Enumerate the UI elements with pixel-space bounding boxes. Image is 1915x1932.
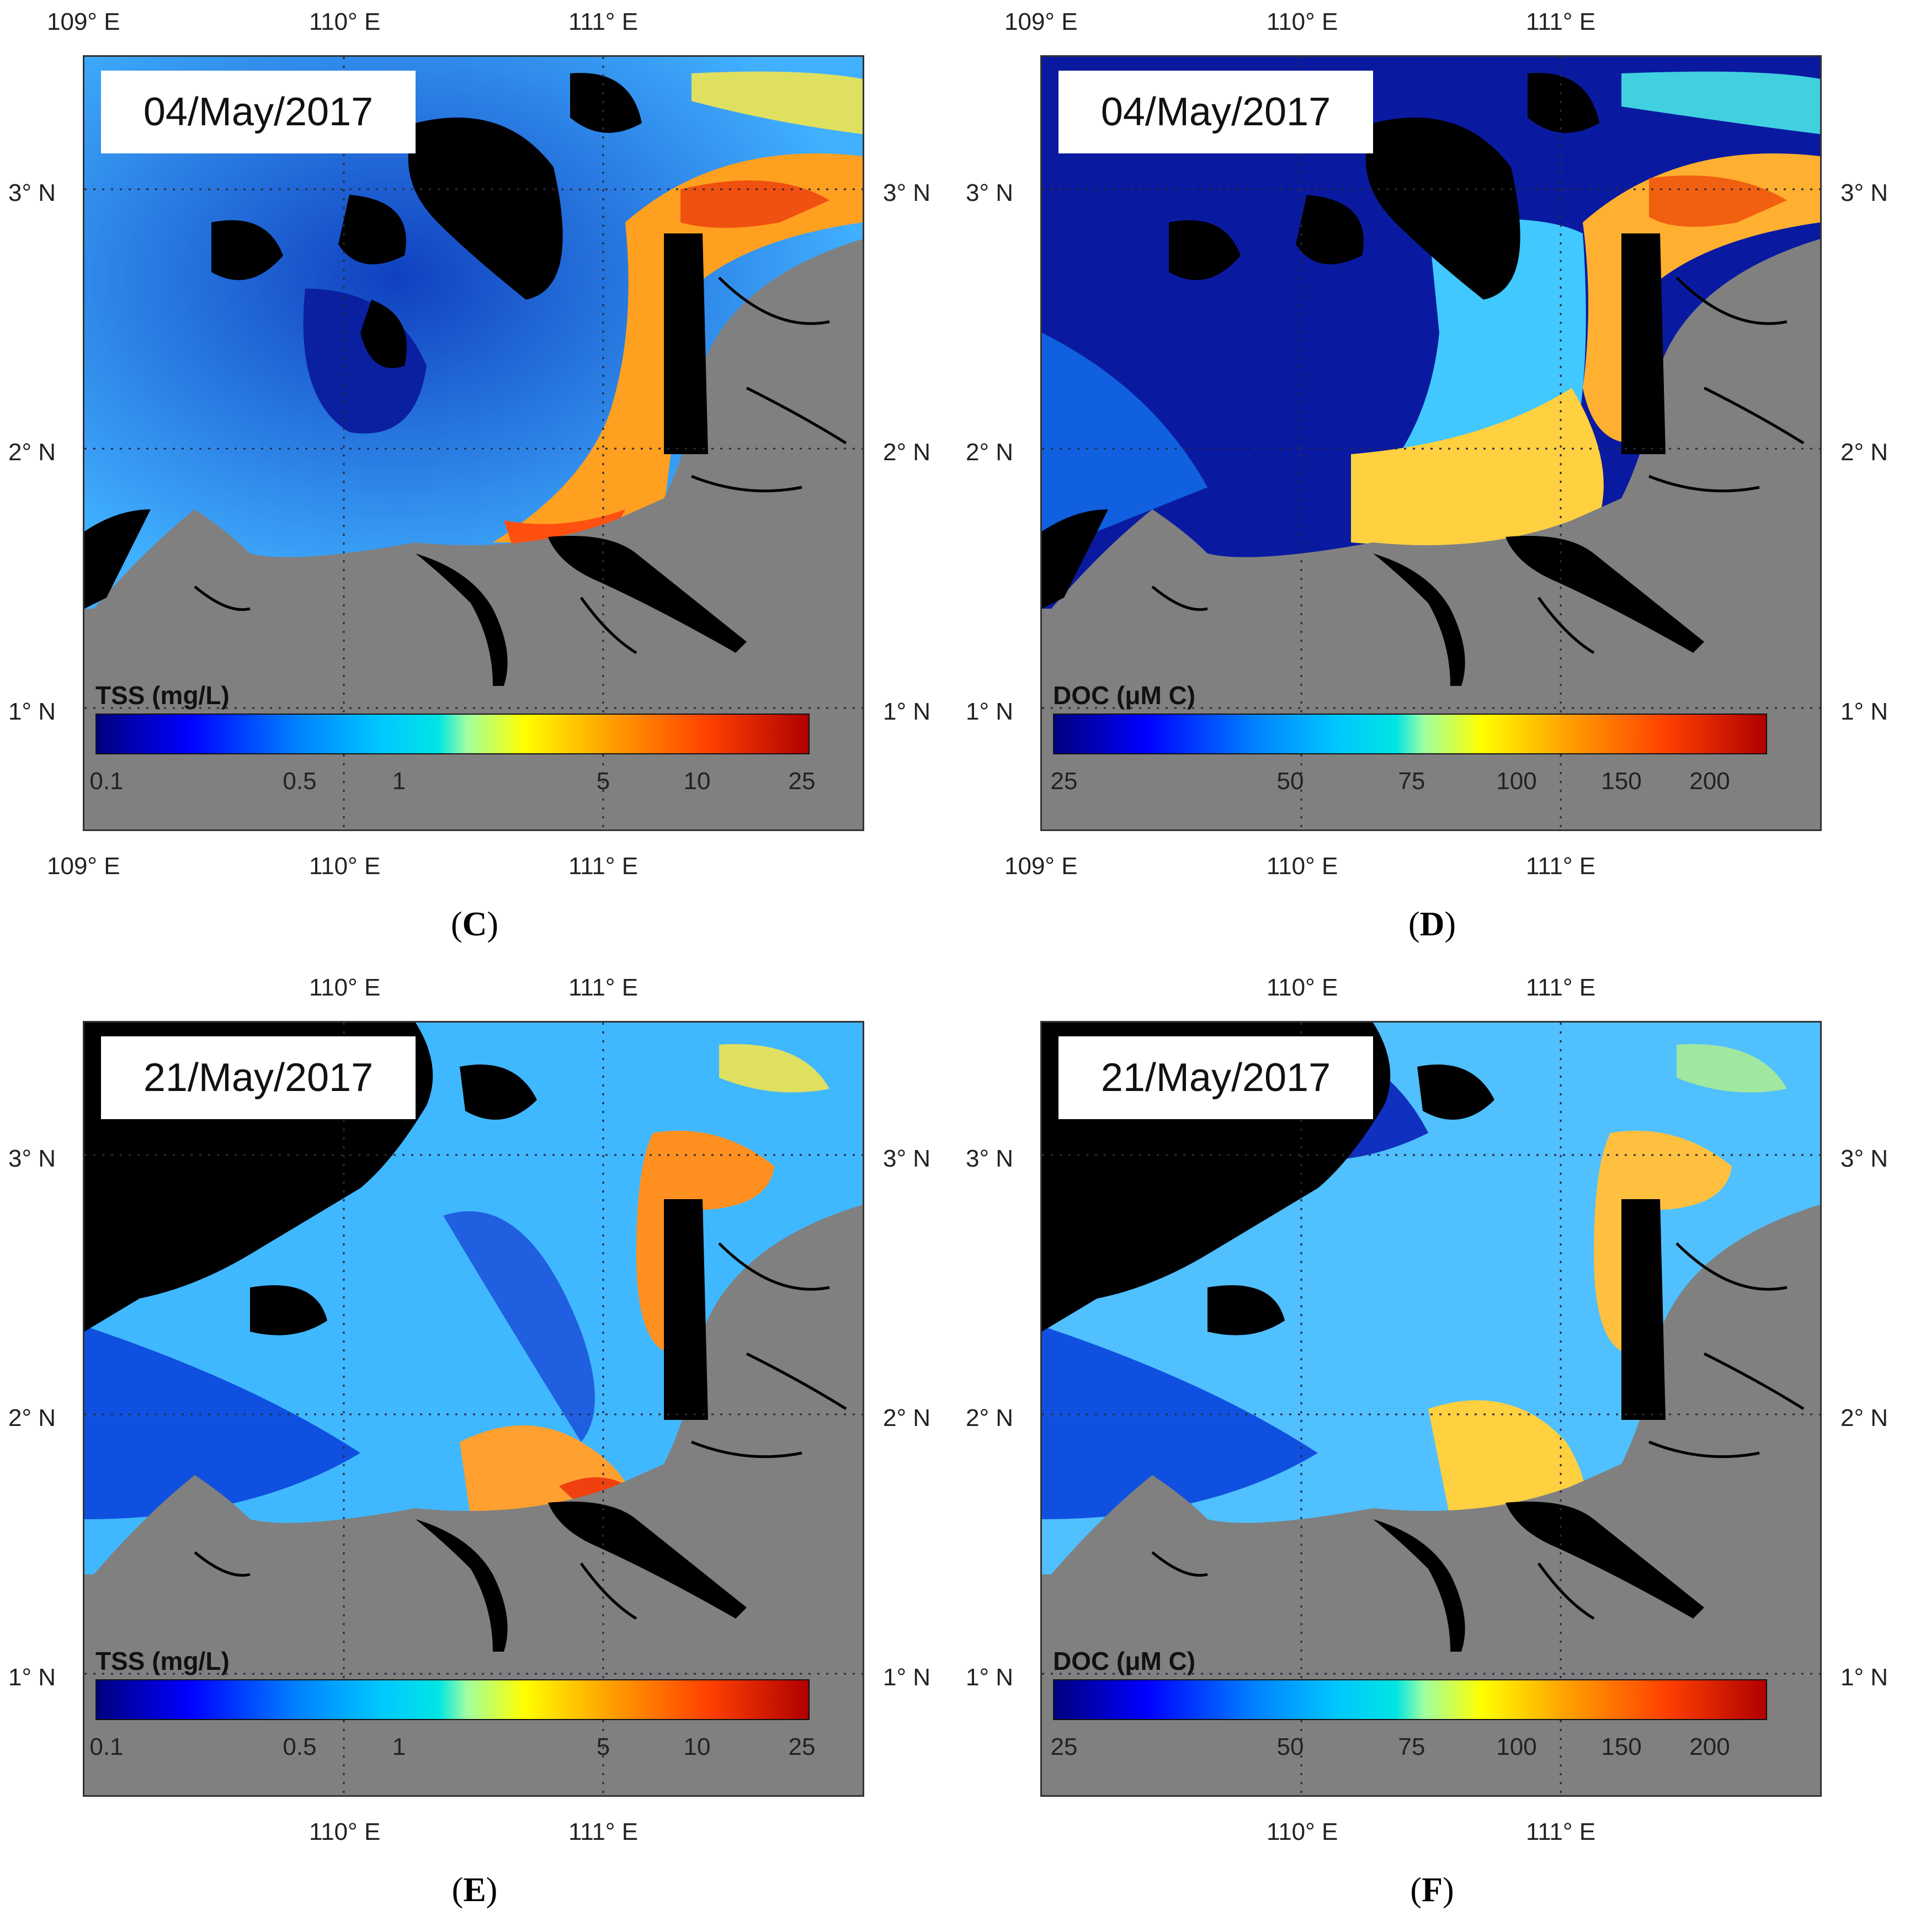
top-lon-label: 111° E bbox=[568, 8, 639, 35]
panel-f: 110° E 111° E 3° N 2° N 1° N 3° N 2° N 1… bbox=[958, 966, 1915, 1931]
bottom-lon-label: 110° E bbox=[1267, 853, 1338, 880]
right-lat-label: 3° N bbox=[883, 179, 931, 206]
right-lat-label: 3° N bbox=[1840, 1145, 1889, 1172]
tss-map: 04/May/2017 TSS (mg/L) 0.1 0.5 1 5 10 25 bbox=[83, 55, 864, 831]
colorbar-tick: 200 bbox=[1689, 768, 1730, 795]
colorbar-tick: 25 bbox=[1050, 768, 1078, 795]
bottom-lon-label: 110° E bbox=[309, 853, 381, 880]
colorbar bbox=[95, 1679, 810, 1720]
panel-d: 109° E 110° E 111° E 3° N 2° N 1° N 3° N… bbox=[958, 0, 1915, 966]
colorbar bbox=[95, 714, 810, 754]
left-lat-label: 1° N bbox=[8, 698, 56, 725]
colorbar bbox=[1053, 714, 1767, 754]
left-lat-label: 1° N bbox=[966, 698, 1014, 725]
colorbar-tick: 0.5 bbox=[283, 768, 317, 795]
colorbar-tick: 50 bbox=[1276, 1733, 1304, 1760]
colorbar-title: TSS (mg/L) bbox=[95, 1647, 230, 1675]
right-lat-label: 1° N bbox=[1840, 698, 1889, 725]
panel-caption: (C) bbox=[450, 906, 499, 943]
colorbar-tick: 150 bbox=[1601, 1733, 1642, 1760]
right-lat-label: 1° N bbox=[1840, 1664, 1889, 1691]
top-lon-label: 110° E bbox=[1267, 8, 1338, 35]
colorbar-tick: 50 bbox=[1276, 768, 1304, 795]
bottom-lon-label: 111° E bbox=[1526, 1818, 1596, 1845]
colorbar bbox=[1053, 1679, 1767, 1720]
top-lon-label: 110° E bbox=[309, 974, 381, 1001]
top-lon-label: 111° E bbox=[568, 974, 639, 1001]
colorbar-tick: 100 bbox=[1496, 768, 1537, 795]
caption-letter: C bbox=[462, 906, 487, 943]
colorbar-tick: 1 bbox=[392, 768, 406, 795]
panel-caption: (E) bbox=[451, 1871, 498, 1909]
colorbar-tick: 10 bbox=[683, 1733, 711, 1760]
top-lon-label: 109° E bbox=[1004, 8, 1078, 35]
left-lat-label: 2° N bbox=[8, 1404, 56, 1431]
top-lon-label: 110° E bbox=[1267, 974, 1338, 1001]
panel-caption: (F) bbox=[1410, 1871, 1454, 1909]
caption-letter: E bbox=[463, 1871, 486, 1909]
map-image bbox=[1042, 57, 1820, 829]
colorbar-title: DOC (μM C) bbox=[1053, 1647, 1196, 1675]
top-lon-label: 111° E bbox=[1526, 8, 1596, 35]
left-lat-label: 1° N bbox=[966, 1664, 1014, 1691]
colorbar-tick: 5 bbox=[596, 1733, 610, 1760]
right-lat-label: 3° N bbox=[1840, 179, 1889, 206]
top-lon-label: 111° E bbox=[1526, 974, 1596, 1001]
colorbar-tick: 0.1 bbox=[89, 1733, 124, 1760]
left-lat-label: 3° N bbox=[8, 1145, 56, 1172]
left-lat-label: 3° N bbox=[8, 179, 56, 206]
right-lat-label: 1° N bbox=[883, 1664, 931, 1691]
top-lon-label: 110° E bbox=[309, 8, 381, 35]
map-image bbox=[84, 57, 863, 829]
panel-c: 109° E 110° E 111° E 3° N 2° N 1° N 3° N… bbox=[0, 0, 958, 966]
left-lat-label: 2° N bbox=[966, 439, 1014, 466]
bottom-lon-label: 111° E bbox=[1526, 853, 1596, 880]
colorbar-tick: 100 bbox=[1496, 1733, 1537, 1760]
colorbar-tick: 5 bbox=[596, 768, 610, 795]
bottom-lon-label: 111° E bbox=[568, 1818, 639, 1845]
bottom-lon-label: 110° E bbox=[1267, 1818, 1338, 1845]
colorbar-tick: 10 bbox=[683, 768, 711, 795]
colorbar-tick: 0.1 bbox=[89, 768, 124, 795]
right-lat-label: 3° N bbox=[883, 1145, 931, 1172]
right-lat-label: 2° N bbox=[1840, 439, 1889, 466]
colorbar-tick: 200 bbox=[1689, 1733, 1730, 1760]
right-lat-label: 2° N bbox=[883, 439, 931, 466]
bottom-lon-label: 111° E bbox=[568, 853, 639, 880]
doc-map: 21/May/2017 DOC (μM C) 25 50 75 100 150 … bbox=[1040, 1021, 1822, 1797]
bottom-lon-label: 109° E bbox=[47, 853, 120, 880]
date-label: 21/May/2017 bbox=[1058, 1036, 1373, 1119]
date-label: 04/May/2017 bbox=[1058, 71, 1373, 153]
colorbar-tick: 150 bbox=[1601, 768, 1642, 795]
left-lat-label: 1° N bbox=[8, 1664, 56, 1691]
colorbar-tick: 75 bbox=[1398, 1733, 1425, 1760]
panel-e: 110° E 111° E 3° N 2° N 1° N 3° N 2° N 1… bbox=[0, 966, 958, 1931]
top-lon-label: 109° E bbox=[47, 8, 120, 35]
left-lat-label: 3° N bbox=[966, 179, 1014, 206]
colorbar-tick: 0.5 bbox=[283, 1733, 317, 1760]
colorbar-tick: 25 bbox=[1050, 1733, 1078, 1760]
left-lat-label: 2° N bbox=[966, 1404, 1014, 1431]
right-lat-label: 1° N bbox=[883, 698, 931, 725]
colorbar-tick: 25 bbox=[788, 768, 816, 795]
colorbar-tick: 25 bbox=[788, 1733, 816, 1760]
left-lat-label: 3° N bbox=[966, 1145, 1014, 1172]
colorbar-title: DOC (μM C) bbox=[1053, 681, 1196, 710]
colorbar-title: TSS (mg/L) bbox=[95, 681, 230, 710]
colorbar-tick: 1 bbox=[392, 1733, 406, 1760]
caption-letter: D bbox=[1419, 906, 1445, 943]
bottom-lon-label: 110° E bbox=[309, 1818, 381, 1845]
colorbar-tick: 75 bbox=[1398, 768, 1425, 795]
date-label: 04/May/2017 bbox=[101, 71, 416, 153]
tss-map: 21/May/2017 TSS (mg/L) 0.1 0.5 1 5 10 25 bbox=[83, 1021, 864, 1797]
left-lat-label: 2° N bbox=[8, 439, 56, 466]
bottom-lon-label: 109° E bbox=[1004, 853, 1078, 880]
right-lat-label: 2° N bbox=[883, 1404, 931, 1431]
date-label: 21/May/2017 bbox=[101, 1036, 416, 1119]
caption-letter: F bbox=[1422, 1871, 1443, 1909]
panel-caption: (D) bbox=[1408, 906, 1456, 943]
right-lat-label: 2° N bbox=[1840, 1404, 1889, 1431]
doc-map: 04/May/2017 DOC (μM C) 25 50 75 100 150 … bbox=[1040, 55, 1822, 831]
